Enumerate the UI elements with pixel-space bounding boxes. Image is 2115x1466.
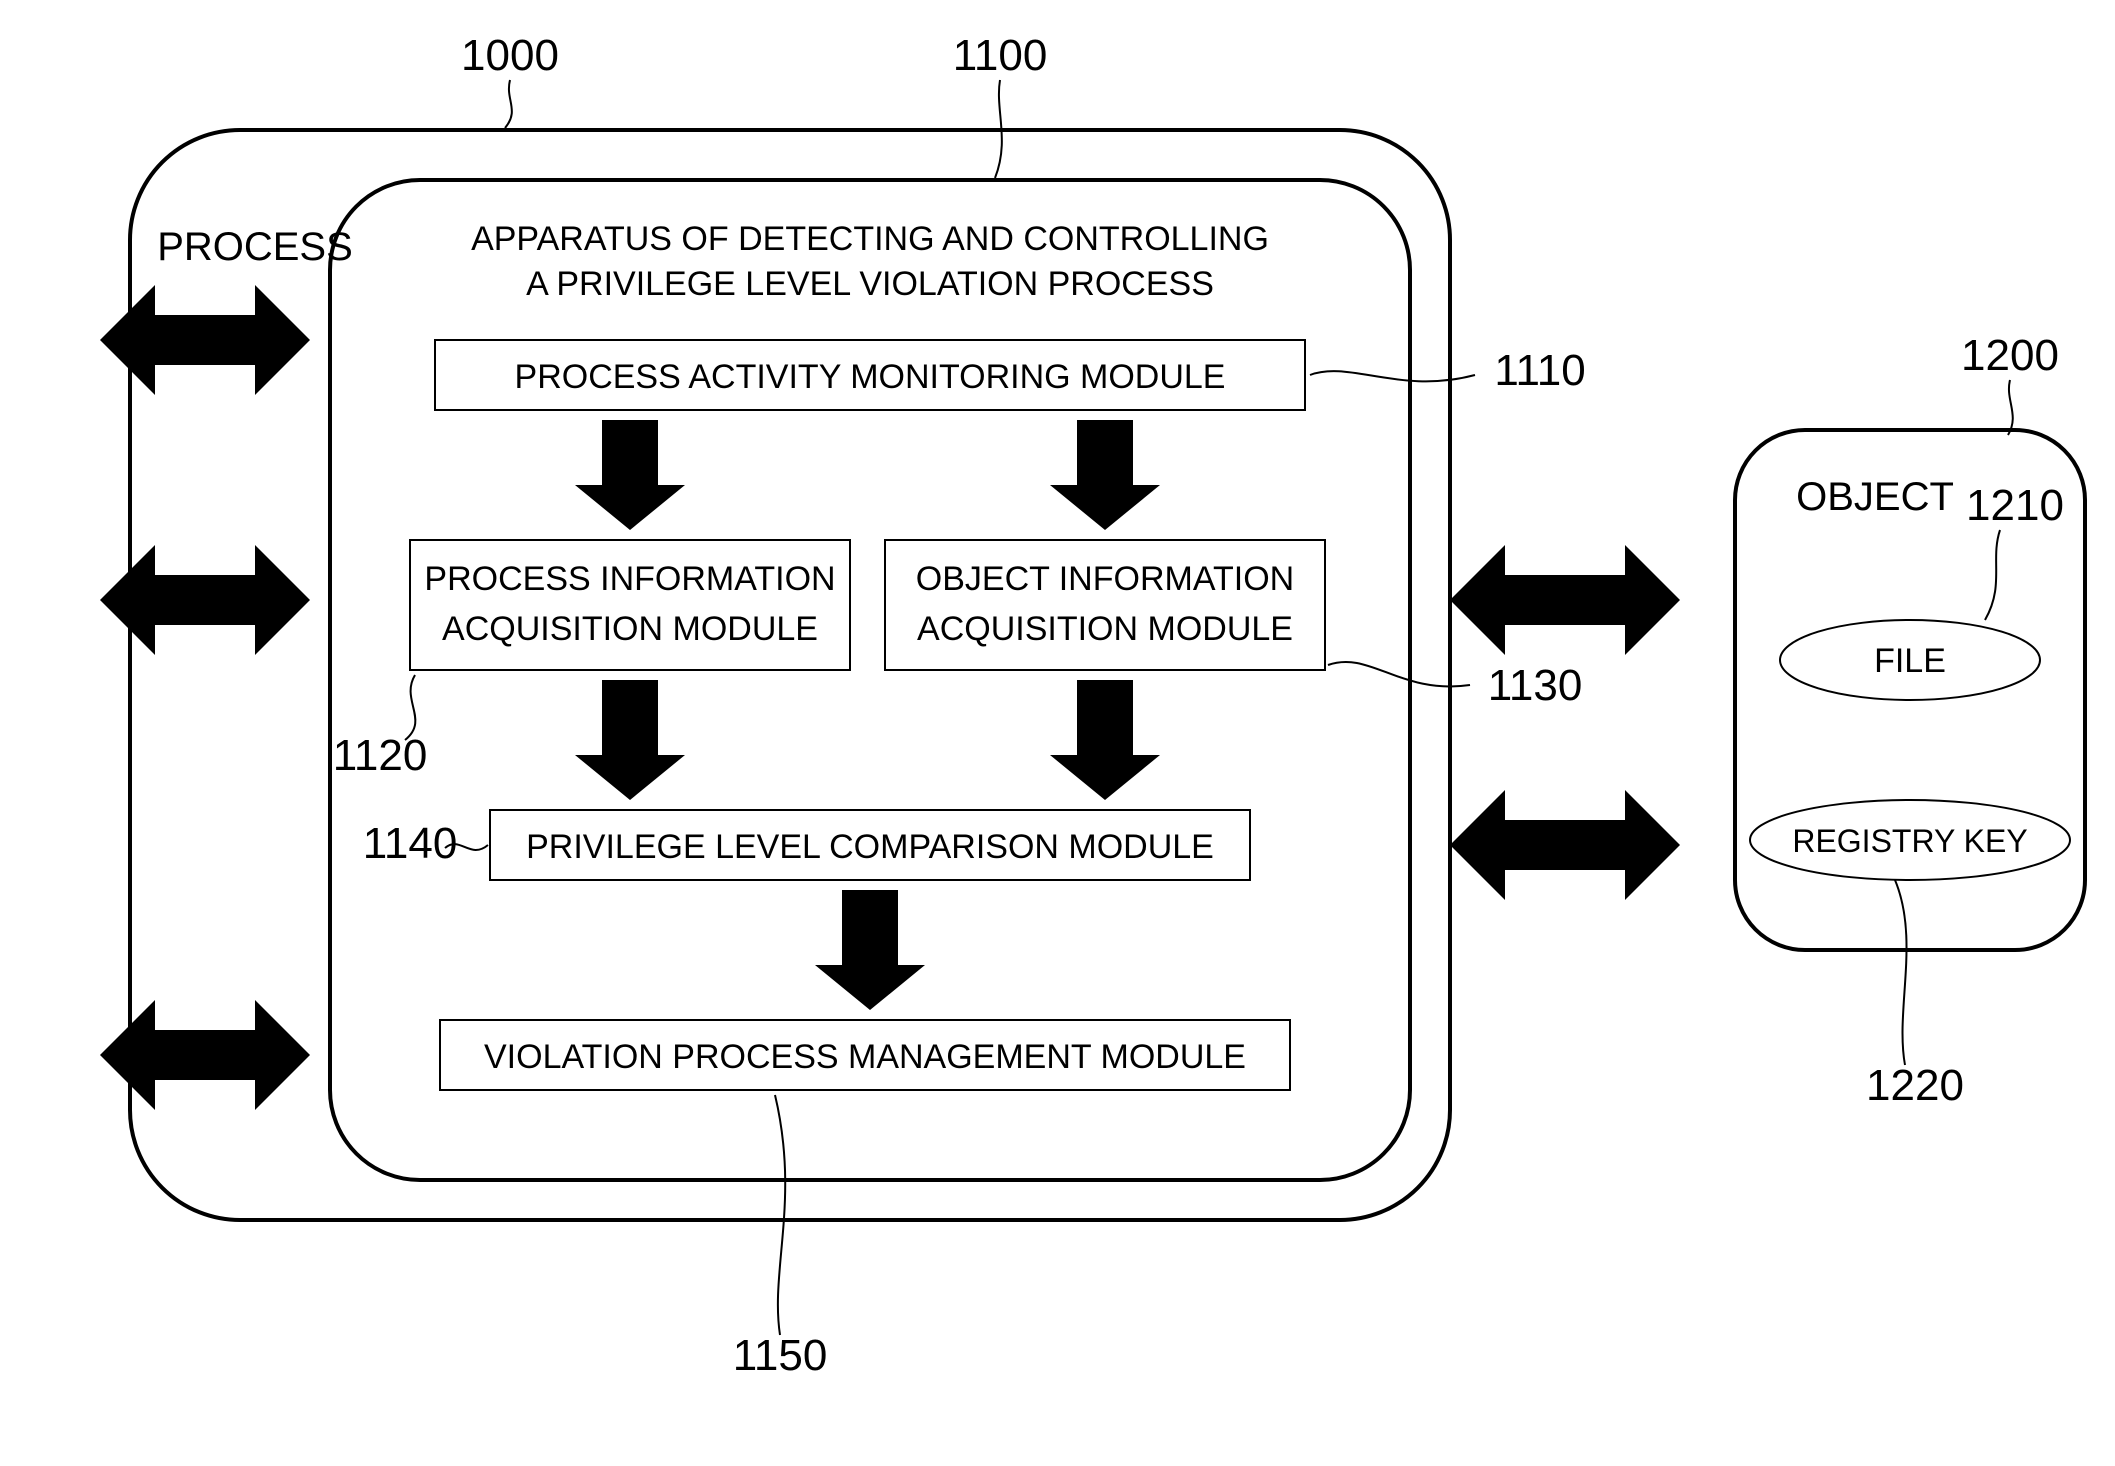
module-1120-line1: PROCESS INFORMATION	[424, 560, 835, 598]
down-arrow	[815, 890, 925, 1010]
apparatus-title-line1: APPARATUS OF DETECTING AND CONTROLLING	[471, 220, 1269, 258]
module-1140-label: PRIVILEGE LEVEL COMPARISON MODULE	[526, 828, 1214, 866]
module-1150-label: VIOLATION PROCESS MANAGEMENT MODULE	[484, 1038, 1246, 1076]
process-label: PROCESS	[157, 225, 353, 269]
module-1120-line2: ACQUISITION MODULE	[442, 610, 818, 648]
leader-1200	[2008, 380, 2013, 435]
ref-1130: 1130	[1488, 661, 1583, 710]
leader-1000	[505, 80, 512, 128]
file-label: FILE	[1874, 642, 1946, 680]
down-arrow	[1050, 420, 1160, 530]
apparatus-title-line2: A PRIVILEGE LEVEL VIOLATION PROCESS	[526, 265, 1214, 303]
ref-1100: 1100	[953, 31, 1048, 80]
ref-1150: 1150	[733, 1331, 828, 1380]
ref-1200: 1200	[1961, 331, 2059, 380]
ref-1000: 1000	[461, 31, 559, 80]
object-label: OBJECT	[1796, 475, 1954, 519]
leader-1210	[1985, 530, 2000, 620]
ref-1120: 1120	[333, 731, 428, 780]
ref-1110: 1110	[1494, 346, 1585, 395]
bidir-arrow	[1450, 545, 1680, 655]
down-arrow	[1050, 680, 1160, 800]
ref-1140: 1140	[363, 819, 458, 868]
leader-1150	[775, 1095, 785, 1335]
bidir-arrow	[1450, 790, 1680, 900]
diagram-canvas: PROCESS APPARATUS OF DETECTING AND CONTR…	[0, 0, 2115, 1466]
ref-1220: 1220	[1866, 1061, 1964, 1110]
ref-1210: 1210	[1966, 481, 2064, 530]
module-1130-line2: ACQUISITION MODULE	[917, 610, 1293, 648]
down-arrows-group	[575, 420, 1160, 1010]
regkey-label: REGISTRY KEY	[1792, 823, 2027, 859]
down-arrow	[575, 420, 685, 530]
leader-1220	[1895, 880, 1907, 1065]
down-arrow	[575, 680, 685, 800]
module-1130-line1: OBJECT INFORMATION	[916, 560, 1294, 598]
module-1110-label: PROCESS ACTIVITY MONITORING MODULE	[515, 358, 1226, 396]
